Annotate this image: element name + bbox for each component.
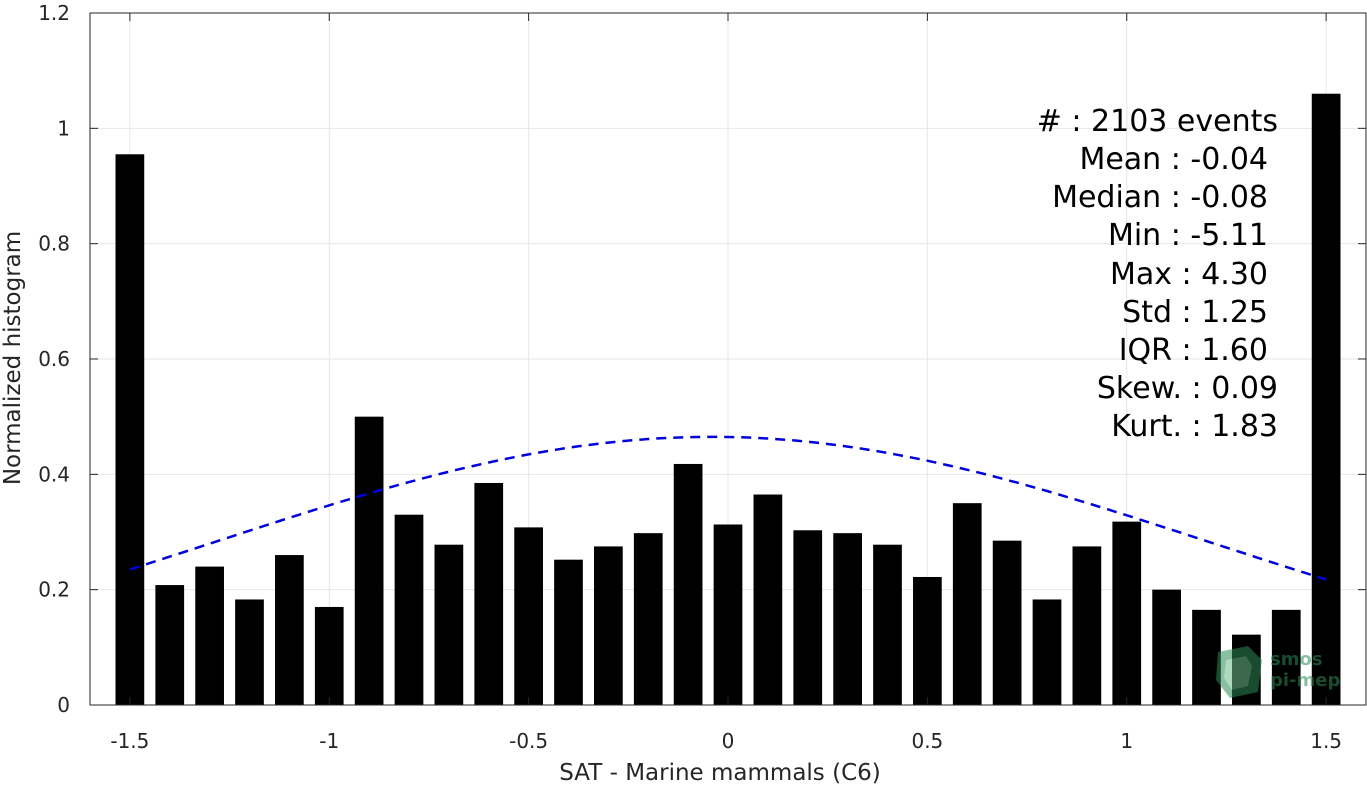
histogram-bar bbox=[1271, 609, 1301, 705]
histogram-bar bbox=[793, 530, 823, 705]
histogram-bar bbox=[314, 606, 344, 705]
y-tick-label: 0.4 bbox=[38, 462, 70, 486]
x-tick-label: 0.5 bbox=[911, 729, 943, 753]
histogram-bar bbox=[833, 533, 862, 705]
stats-mean: Mean : -0.04 bbox=[1079, 142, 1268, 177]
x-tick-label: -1 bbox=[319, 729, 339, 753]
y-tick-label: 1 bbox=[57, 116, 70, 140]
stats-skew: Skew. : 0.09 bbox=[1097, 371, 1278, 406]
y-tick-label: 0.8 bbox=[38, 232, 70, 256]
y-axis-label: Normalized histogram bbox=[0, 231, 26, 485]
y-tick-label: 1.2 bbox=[38, 1, 70, 25]
histogram-bar bbox=[354, 416, 384, 705]
histogram-bar bbox=[713, 524, 743, 705]
logo-text-line2: pi-mep bbox=[1270, 670, 1340, 691]
stats-iqr: IQR : 1.60 bbox=[1119, 333, 1268, 368]
histogram-bar bbox=[554, 559, 583, 705]
logo-shield-icon bbox=[1216, 646, 1262, 698]
histogram-bar bbox=[873, 544, 902, 705]
histogram-bar bbox=[474, 482, 504, 705]
y-tick-label: 0 bbox=[57, 693, 70, 717]
histogram-bar bbox=[753, 494, 783, 705]
x-axis-label: SAT - Marine mammals (C6) bbox=[559, 760, 881, 785]
stats-kurt: Kurt. : 1.83 bbox=[1111, 409, 1278, 444]
x-tick-label: -0.5 bbox=[509, 729, 548, 753]
y-tick-label: 0.6 bbox=[38, 347, 70, 371]
histogram-bar bbox=[115, 154, 145, 706]
histogram-bar bbox=[1152, 589, 1181, 705]
logo-text-line1: smos bbox=[1270, 649, 1323, 670]
stats-median: Median : -0.08 bbox=[1052, 180, 1268, 215]
axis-ticks: 0 0.2 0.4 0.6 0.8 1 1.2 -1.5 -1 -0.5 0 0.5 1 1.5 bbox=[38, 1, 1366, 753]
bars bbox=[115, 93, 1341, 706]
histogram-bar bbox=[913, 576, 942, 705]
histogram-bar bbox=[633, 533, 663, 705]
histogram-bar bbox=[235, 599, 264, 705]
histogram-bar bbox=[275, 555, 304, 705]
y-tick-label: 0.2 bbox=[38, 578, 70, 602]
histogram-bar bbox=[1072, 546, 1102, 705]
x-tick-label: 1 bbox=[1120, 729, 1133, 753]
stats-annotation: # : 2103 events Mean : -0.04 Median : -0… bbox=[1037, 104, 1278, 444]
histogram-bar bbox=[1192, 609, 1221, 705]
histogram-bar bbox=[1032, 599, 1062, 705]
stats-min: Min : -5.11 bbox=[1108, 218, 1268, 253]
histogram-bar bbox=[155, 585, 185, 705]
stats-count: # : 2103 events bbox=[1037, 104, 1278, 139]
smos-pimep-logo: smos pi-mep bbox=[1216, 646, 1340, 698]
histogram-bar bbox=[1112, 521, 1142, 705]
histogram-bar bbox=[992, 540, 1022, 705]
histogram-bar bbox=[434, 544, 464, 705]
histogram-bar bbox=[673, 463, 703, 705]
histogram-bar bbox=[594, 546, 623, 705]
histogram-bar bbox=[394, 514, 424, 705]
histogram-bar bbox=[1311, 93, 1341, 705]
stats-max: Max : 4.30 bbox=[1110, 257, 1268, 292]
x-tick-label: 0 bbox=[722, 729, 735, 753]
x-tick-label: -1.5 bbox=[110, 729, 149, 753]
histogram-bar bbox=[952, 503, 982, 705]
histogram-bar bbox=[514, 527, 543, 705]
normal-fit-curve bbox=[129, 435, 1327, 581]
stats-std: Std : 1.25 bbox=[1122, 295, 1268, 330]
histogram-bar bbox=[195, 566, 224, 705]
x-tick-label: 1.5 bbox=[1310, 729, 1342, 753]
